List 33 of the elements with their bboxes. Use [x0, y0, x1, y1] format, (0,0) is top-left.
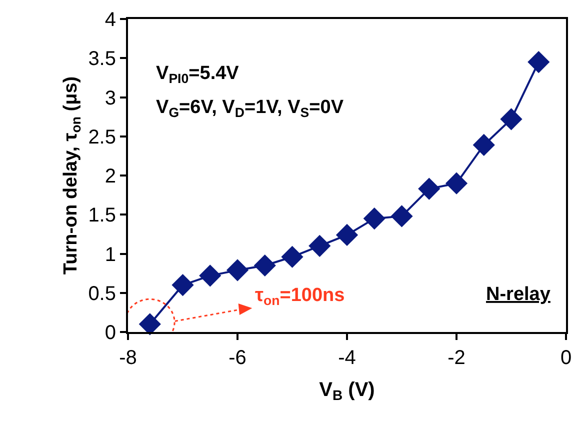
- point: [390, 205, 413, 228]
- x-axis-title: V$_{B}$ (V): [319, 379, 375, 404]
- y-tick-label: 1.5: [88, 204, 116, 227]
- point: [172, 274, 194, 296]
- x-tick-label: -2: [448, 347, 466, 369]
- annotation: V$_{PI0}$=5.4V: [156, 63, 240, 86]
- point: [500, 108, 522, 130]
- y-tick-label: 0: [104, 322, 116, 344]
- point: [336, 224, 358, 246]
- point: [363, 207, 386, 230]
- point: [472, 134, 495, 156]
- point: [254, 254, 276, 277]
- point: [418, 178, 440, 200]
- point: [199, 264, 222, 287]
- y-tick-label: 3: [104, 87, 116, 110]
- x-tick-label: -6: [228, 347, 246, 369]
- y-tick-label: 3.5: [88, 48, 116, 70]
- y-tick-label: 2: [104, 166, 116, 188]
- point: [528, 50, 550, 74]
- x-tick-label: -4: [338, 347, 356, 369]
- point: [308, 234, 331, 257]
- x-tick-label: 0: [560, 347, 572, 369]
- annotation: V$_{G}$=6V, V$_{D}$=1V, V$_{S}$=0V: [156, 97, 344, 120]
- y-tick-label: 1: [104, 244, 116, 266]
- point: [281, 246, 304, 268]
- point: [226, 259, 249, 282]
- y-tick-label: 0.5: [88, 282, 116, 305]
- annotation: N-relay: [486, 284, 551, 305]
- y-tick-label: 4: [104, 9, 116, 31]
- annotation: τ$_{on}$=100ns: [255, 285, 345, 308]
- point: [445, 172, 468, 194]
- x-tick-label: -8: [119, 347, 137, 369]
- y-tick-label: 2.5: [88, 126, 116, 148]
